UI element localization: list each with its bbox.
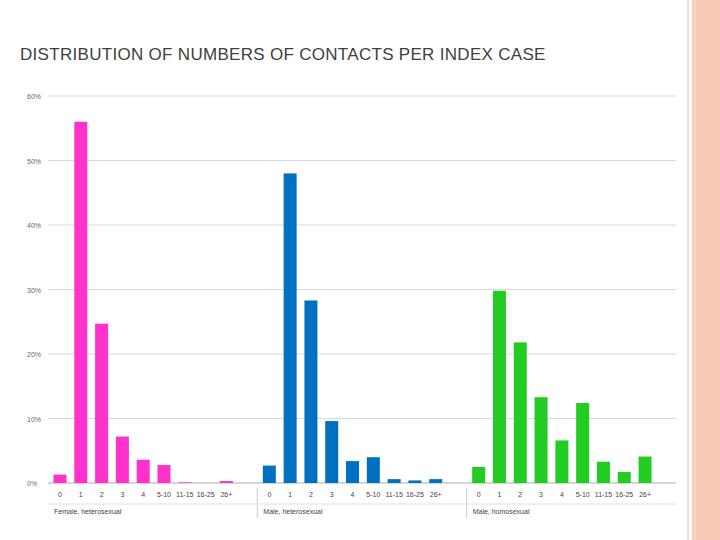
x-tick-label: 4 xyxy=(560,491,564,498)
group-separator xyxy=(466,488,467,518)
x-tick-label: 2 xyxy=(100,491,104,498)
x-tick-label: 0 xyxy=(58,491,62,498)
x-tick-label: 5-10 xyxy=(576,491,590,498)
y-tick-label: 20% xyxy=(27,351,41,358)
grid-line xyxy=(48,225,676,226)
border-line xyxy=(688,0,689,540)
bar xyxy=(408,480,421,483)
bar xyxy=(346,461,359,483)
grid-line xyxy=(48,160,676,161)
x-tick-label: 5-10 xyxy=(366,491,380,498)
bar xyxy=(514,342,527,483)
slide: DISTRIBUTION OF NUMBERS OF CONTACTS PER … xyxy=(0,0,720,540)
grid-line xyxy=(48,289,676,290)
y-tick-label: 0% xyxy=(27,480,37,487)
x-tick-label: 16-25 xyxy=(197,491,215,498)
bar xyxy=(618,472,631,483)
group-label: Female, heterosexual xyxy=(54,508,122,515)
bar xyxy=(472,467,485,483)
x-tick-label: 4 xyxy=(351,491,355,498)
x-tick-label: 16-25 xyxy=(406,491,424,498)
bar xyxy=(95,324,108,483)
x-tick-label: 4 xyxy=(141,491,145,498)
bar xyxy=(158,465,171,483)
y-tick-label: 60% xyxy=(27,93,41,100)
x-tick-label: 1 xyxy=(288,491,292,498)
bar xyxy=(304,300,317,483)
group-axis-line xyxy=(48,504,676,505)
group-label: Male, homosexual xyxy=(473,508,530,515)
x-tick-label: 0 xyxy=(477,491,481,498)
bar xyxy=(429,479,442,483)
bar xyxy=(54,475,67,483)
bars xyxy=(54,122,652,483)
y-tick-label: 10% xyxy=(27,416,41,423)
bar xyxy=(388,479,401,483)
bar xyxy=(116,437,129,483)
bar xyxy=(367,457,380,483)
x-tick-label: 5-10 xyxy=(157,491,171,498)
bar xyxy=(74,122,87,483)
x-tick-label: 2 xyxy=(518,491,522,498)
x-tick-label: 1 xyxy=(79,491,83,498)
bar xyxy=(220,481,233,483)
border-band xyxy=(692,0,720,540)
group-separator xyxy=(257,488,258,518)
title: DISTRIBUTION OF NUMBERS OF CONTACTS PER … xyxy=(20,45,546,64)
bar xyxy=(199,483,212,484)
bar xyxy=(535,397,548,483)
bar xyxy=(493,291,506,483)
x-tick-label: 16-25 xyxy=(615,491,633,498)
x-tick-label: 26+ xyxy=(430,491,442,498)
grid-line xyxy=(48,96,676,97)
x-tick-label: 3 xyxy=(539,491,543,498)
bar xyxy=(263,466,276,483)
grid-line xyxy=(48,354,676,355)
x-tick-label: 11-15 xyxy=(176,491,193,498)
y-tick-label: 40% xyxy=(27,222,41,229)
y-tick-label: 30% xyxy=(27,287,41,294)
border-line xyxy=(695,0,696,540)
x-tick-label: 3 xyxy=(120,491,124,498)
bar xyxy=(597,462,610,483)
bar xyxy=(576,403,589,483)
x-tick-label: 0 xyxy=(267,491,271,498)
x-tick-label: 1 xyxy=(498,491,502,498)
bar xyxy=(325,421,338,483)
bar xyxy=(555,440,568,483)
bar xyxy=(137,460,150,483)
bar xyxy=(284,173,297,483)
x-tick-label: 11-15 xyxy=(595,491,612,498)
x-tick-label: 2 xyxy=(309,491,313,498)
group-label: Male, heterosexual xyxy=(263,508,323,515)
x-tick-label: 26+ xyxy=(220,491,232,498)
x-tick-label: 26+ xyxy=(639,491,651,498)
bar xyxy=(639,457,652,483)
bar xyxy=(178,482,191,483)
x-tick-label: 3 xyxy=(330,491,334,498)
x-tick-label: 11-15 xyxy=(385,491,402,498)
chart: DISTRIBUTION OF NUMBERS OF CONTACTS PER … xyxy=(0,0,720,540)
y-tick-label: 50% xyxy=(27,158,41,165)
